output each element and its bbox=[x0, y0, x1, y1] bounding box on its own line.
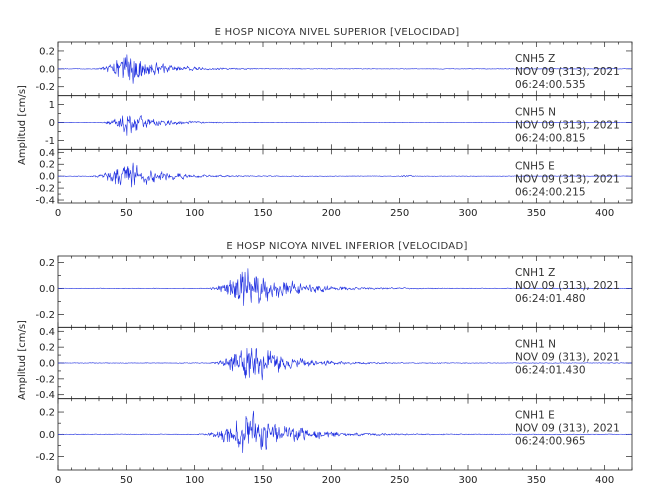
trace-time: 06:24:00.815 bbox=[515, 133, 586, 145]
y-tick-label: -1 bbox=[45, 136, 55, 147]
y-tick-label: -0.2 bbox=[35, 452, 55, 463]
y-axis-label: Amplitud [cm/s] bbox=[17, 320, 28, 400]
trace-label: CNH5 E bbox=[515, 160, 555, 172]
trace-date: NOV 09 (313), 2021 bbox=[515, 423, 620, 435]
seismogram-trace bbox=[57, 115, 632, 136]
x-tick-label: 250 bbox=[390, 208, 409, 219]
y-tick-label: 0.2 bbox=[39, 258, 55, 269]
y-tick-label: -0.2 bbox=[35, 82, 55, 93]
x-tick-label: 150 bbox=[253, 475, 272, 486]
y-tick-label: 0.0 bbox=[39, 284, 55, 295]
x-tick-label: 200 bbox=[322, 475, 341, 486]
x-tick-label: 150 bbox=[253, 208, 272, 219]
trace-label: CNH1 Z bbox=[515, 267, 555, 279]
x-tick-label: 250 bbox=[390, 475, 409, 486]
x-tick-label: 300 bbox=[458, 208, 477, 219]
y-tick-label: -0.4 bbox=[35, 390, 55, 401]
trace-time: 06:24:01.480 bbox=[515, 293, 586, 305]
y-tick-label: 0.2 bbox=[39, 160, 55, 171]
trace-time: 06:24:00.215 bbox=[515, 186, 586, 198]
trace-date: NOV 09 (313), 2021 bbox=[515, 351, 620, 363]
y-tick-label: -0.2 bbox=[35, 310, 55, 321]
y-tick-label: 0.2 bbox=[39, 408, 55, 419]
seismogram-trace bbox=[57, 162, 632, 188]
trace-time: 06:24:01.430 bbox=[515, 364, 586, 376]
x-tick-label: 0 bbox=[55, 208, 61, 219]
trace-date: NOV 09 (313), 2021 bbox=[515, 280, 620, 292]
y-tick-label: 0.0 bbox=[39, 359, 55, 370]
x-tick-label: 300 bbox=[458, 475, 477, 486]
trace-time: 06:24:00.965 bbox=[515, 436, 586, 448]
seismogram-trace bbox=[57, 268, 632, 306]
trace-label: CNH5 N bbox=[515, 107, 556, 119]
x-tick-label: 400 bbox=[595, 208, 614, 219]
y-tick-label: 0.0 bbox=[39, 64, 55, 75]
y-tick-label: -0.2 bbox=[35, 374, 55, 385]
x-tick-label: 100 bbox=[185, 208, 204, 219]
y-axis-label: Amplitud [cm/s] bbox=[17, 85, 28, 165]
x-tick-label: 400 bbox=[595, 475, 614, 486]
x-tick-label: 50 bbox=[120, 475, 133, 486]
y-tick-label: 0.4 bbox=[39, 148, 55, 159]
x-tick-label: 100 bbox=[185, 475, 204, 486]
trace-date: NOV 09 (313), 2021 bbox=[515, 66, 620, 78]
x-tick-label: 0 bbox=[55, 475, 61, 486]
trace-label: CNH1 N bbox=[515, 338, 556, 350]
trace-label: CNH5 Z bbox=[515, 53, 555, 65]
trace-label: CNH1 E bbox=[515, 410, 555, 422]
seismogram-trace bbox=[57, 410, 632, 453]
x-tick-label: 200 bbox=[322, 208, 341, 219]
x-tick-label: 350 bbox=[527, 208, 546, 219]
y-tick-label: 1 bbox=[49, 100, 55, 111]
x-tick-label: 50 bbox=[120, 208, 133, 219]
chart-title: E HOSP NICOYA NIVEL SUPERIOR [VELOCIDAD] bbox=[215, 27, 460, 38]
y-tick-label: 0.4 bbox=[39, 327, 55, 338]
y-tick-label: 0.0 bbox=[39, 430, 55, 441]
trace-time: 06:24:00.535 bbox=[515, 79, 586, 91]
seismogram-trace bbox=[57, 54, 632, 84]
y-tick-label: -0.2 bbox=[35, 184, 55, 195]
seismogram-trace bbox=[57, 347, 632, 381]
trace-date: NOV 09 (313), 2021 bbox=[515, 120, 620, 132]
chart-title: E HOSP NICOYA NIVEL INFERIOR [VELOCIDAD] bbox=[226, 241, 467, 252]
y-tick-label: 0 bbox=[49, 118, 55, 129]
y-tick-label: 0.2 bbox=[39, 46, 55, 57]
trace-date: NOV 09 (313), 2021 bbox=[515, 173, 620, 185]
y-tick-label: 0.2 bbox=[39, 343, 55, 354]
y-tick-label: 0.0 bbox=[39, 172, 55, 183]
x-tick-label: 350 bbox=[527, 475, 546, 486]
y-tick-label: -0.4 bbox=[35, 196, 55, 207]
